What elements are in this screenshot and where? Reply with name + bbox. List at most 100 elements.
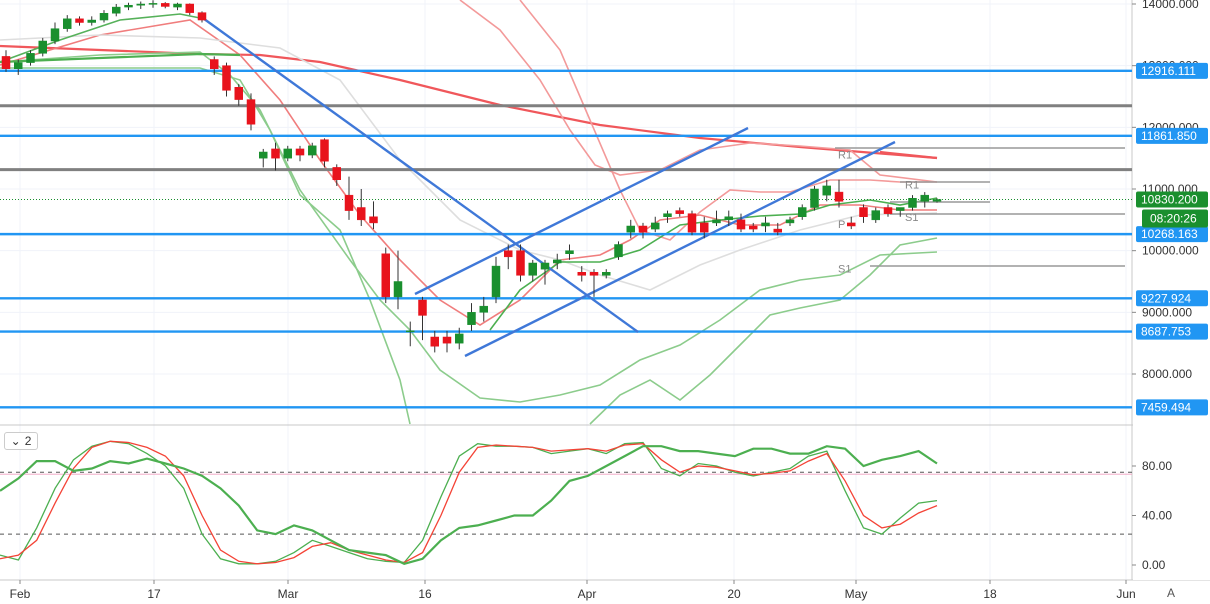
- osc-series-d-slow: [0, 440, 938, 565]
- price-tick: 10000.000: [1142, 244, 1199, 258]
- candle: [920, 192, 929, 208]
- price-tick: 14000.000: [1142, 0, 1199, 11]
- osc-series-k-fast: [0, 440, 938, 565]
- candle: [332, 164, 341, 186]
- pivot-label: S1: [905, 212, 918, 224]
- candle: [932, 198, 942, 203]
- candle: [491, 256, 501, 304]
- auto-scale-button[interactable]: A: [1166, 586, 1175, 600]
- level-label-text: 7459.494: [1141, 400, 1191, 414]
- candle: [124, 2, 133, 11]
- time-tick: Feb: [10, 587, 31, 601]
- candle: [724, 210, 733, 226]
- trendline: [464, 140, 896, 358]
- candle: [185, 3, 194, 16]
- candle: [908, 195, 917, 211]
- candle: [540, 259, 550, 285]
- candle: [675, 207, 684, 217]
- pivot-label: R1: [838, 149, 852, 161]
- candle: [822, 179, 831, 202]
- time-tick: 17: [147, 587, 161, 601]
- candle: [246, 93, 256, 131]
- candle: [785, 216, 795, 226]
- candle: [320, 138, 329, 168]
- candle: [700, 216, 709, 239]
- candle: [577, 266, 586, 282]
- pivot-labels: R1 R1 P S1 S1: [838, 149, 919, 275]
- candle: [479, 296, 488, 322]
- candle: [651, 216, 660, 233]
- candle: [26, 50, 35, 66]
- candle: [749, 222, 758, 233]
- candle: [798, 204, 807, 220]
- candle: [638, 222, 648, 239]
- candle: [847, 216, 856, 230]
- candle: [602, 269, 611, 279]
- oscillator-pane: [0, 440, 1132, 565]
- candle: [467, 303, 476, 331]
- candle: [197, 11, 207, 23]
- time-tick: Apr: [578, 587, 597, 601]
- candle: [565, 244, 574, 260]
- candle: [87, 16, 96, 26]
- candle: [308, 142, 317, 159]
- price-tick: 9000.000: [1142, 305, 1192, 319]
- trendlines[interactable]: [199, 15, 896, 358]
- candle: [614, 241, 623, 260]
- level-label: 12916.111: [1136, 62, 1208, 79]
- candle: [834, 179, 844, 208]
- candle: [810, 185, 819, 211]
- candle: [344, 176, 354, 220]
- chevron-down-icon: ⌄: [10, 434, 21, 448]
- candle: [504, 244, 513, 270]
- candle: [369, 201, 378, 230]
- candle: [173, 2, 182, 11]
- candle: [14, 59, 23, 75]
- candle: [381, 247, 390, 304]
- ma-green-mid: [0, 52, 241, 64]
- pivot-label: S1: [838, 264, 851, 276]
- candle: [455, 327, 464, 350]
- grid: [0, 0, 1210, 581]
- candle: [50, 22, 60, 45]
- candle: [271, 142, 280, 171]
- trendline: [199, 15, 639, 333]
- price-axis[interactable]: 14000.00013000.00012000.00011000.0001000…: [1132, 0, 1210, 580]
- ma-long-red: [0, 44, 938, 160]
- bb-lower-green-3: [589, 237, 938, 425]
- candle: [136, 1, 145, 9]
- bb-upper-red: [459, 0, 938, 183]
- time-tick: May: [845, 587, 868, 601]
- candle: [63, 15, 72, 32]
- candle: [883, 204, 893, 217]
- trendline: [414, 126, 749, 296]
- candle: [442, 330, 452, 353]
- countdown-text: 08:20:26: [1150, 211, 1197, 225]
- bb-lower-green-2: [0, 51, 938, 403]
- current-price-text: 10830.200: [1141, 192, 1198, 206]
- level-label-text: 10268.163: [1141, 227, 1198, 241]
- time-axis[interactable]: Feb 17 Mar 16 Apr 20 May 18 Jun: [10, 580, 1136, 601]
- candlesticks: [1, 0, 942, 353]
- candle: [736, 213, 746, 233]
- osc-series-rsi: [0, 445, 938, 565]
- candle: [406, 321, 415, 347]
- candle: [295, 145, 305, 162]
- level-label: 10268.163: [1136, 226, 1208, 243]
- candle: [859, 204, 868, 223]
- candle: [418, 296, 427, 341]
- collapse-indicator-button[interactable]: ⌄ 2: [4, 432, 38, 450]
- horizontal-levels[interactable]: [0, 69, 1132, 409]
- candle: [283, 145, 292, 162]
- level-label-text: 9227.924: [1141, 291, 1191, 305]
- candle: [393, 250, 403, 310]
- osc-tick: 80.00: [1142, 459, 1172, 473]
- candle: [896, 207, 905, 217]
- time-tick: Mar: [278, 587, 299, 601]
- level-label: 7459.494: [1136, 399, 1208, 416]
- time-tick: 18: [983, 587, 997, 601]
- current-price-label: 10830.200 08:20:26: [1136, 191, 1208, 228]
- level-label: 8687.753: [1136, 323, 1208, 340]
- candle: [663, 210, 672, 223]
